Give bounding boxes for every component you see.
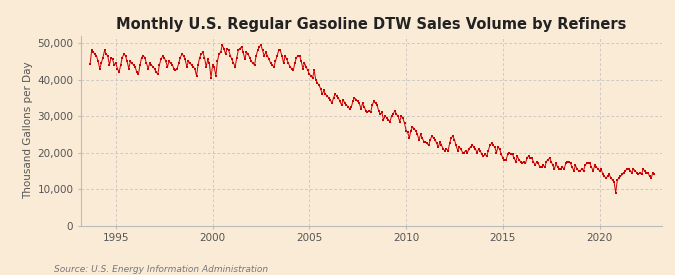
Title: Monthly U.S. Regular Gasoline DTW Sales Volume by Refiners: Monthly U.S. Regular Gasoline DTW Sales … (116, 17, 626, 32)
Y-axis label: Thousand Gallons per Day: Thousand Gallons per Day (23, 62, 33, 199)
Text: Source: U.S. Energy Information Administration: Source: U.S. Energy Information Administ… (54, 265, 268, 274)
